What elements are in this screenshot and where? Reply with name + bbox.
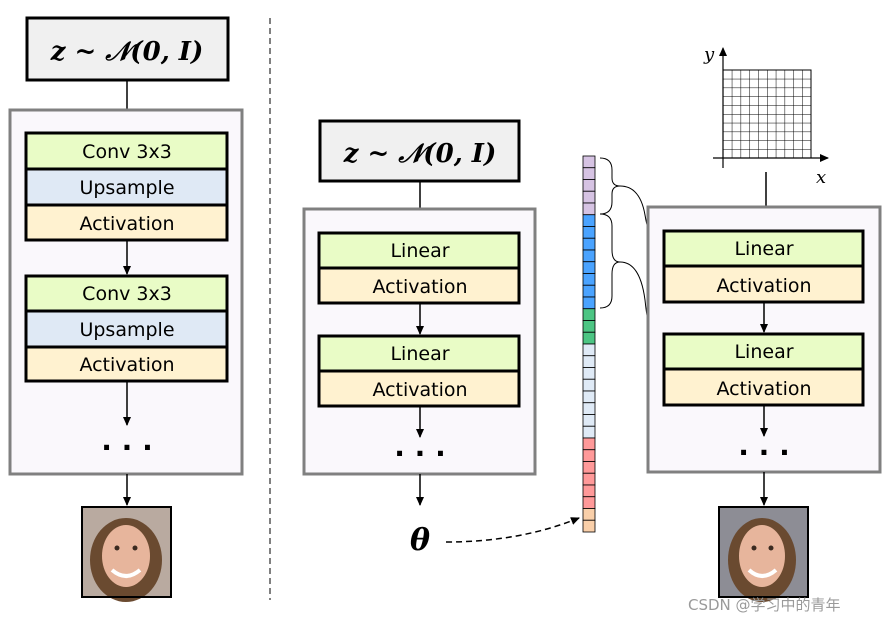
conv-block — [24, 274, 229, 313]
output-face-image — [81, 506, 172, 602]
activation-block — [317, 266, 521, 305]
parameter-cell — [582, 484, 596, 498]
activation-label: Activation — [79, 213, 174, 235]
theta-label: θ — [410, 523, 430, 558]
parameter-cell — [582, 437, 596, 451]
parameter-cell — [582, 273, 596, 286]
parameter-cell — [582, 343, 596, 357]
linear-block — [317, 334, 521, 373]
parameter-cell — [582, 284, 596, 298]
parameter-cell — [582, 202, 596, 216]
parameter-cell — [582, 155, 596, 169]
parameter-cell — [582, 390, 596, 404]
parameter-cell — [582, 308, 596, 321]
output-face-image — [718, 506, 809, 602]
parameter-cell — [582, 320, 596, 333]
parameter-cell — [582, 425, 596, 439]
parameter-cell — [582, 249, 596, 263]
parameter-cell — [582, 367, 596, 380]
conv-label: Conv 3x3 — [82, 283, 172, 305]
ellipsis: · · · — [101, 431, 152, 464]
linear-label: Linear — [734, 341, 793, 363]
activation-label: Activation — [372, 379, 467, 401]
parameter-cell — [582, 214, 596, 227]
parameter-cell — [582, 508, 596, 521]
parameter-vector — [582, 155, 596, 533]
activation-block — [317, 369, 521, 408]
activation-label: Activation — [372, 276, 467, 298]
parameter-cell — [582, 472, 596, 486]
left-generator: z ~ 𝒩(0, I) Conv 3x3 Upsample Activation… — [8, 16, 244, 602]
coordinate-grid: y x — [703, 44, 829, 188]
ellipsis: · · · — [738, 436, 789, 469]
parameter-cell — [582, 449, 596, 462]
linear-block — [662, 332, 865, 371]
middle-latent-label: z ~ 𝒩(0, I) — [343, 139, 497, 169]
parameter-cell — [582, 167, 596, 180]
activation-label: Activation — [716, 378, 811, 400]
watermark: CSDN @学习中的青年 — [688, 596, 841, 614]
x-axis-label: x — [816, 167, 826, 188]
ellipsis: · · · — [394, 437, 445, 470]
conv-label: Conv 3x3 — [82, 141, 172, 163]
parameter-cell — [582, 378, 596, 392]
parameter-cell — [582, 331, 596, 345]
linear-label: Linear — [390, 240, 449, 262]
linear-label: Linear — [734, 238, 793, 260]
parameter-cell — [582, 261, 596, 274]
parameter-cell — [582, 402, 596, 415]
parameter-cell — [582, 179, 596, 192]
parameter-cell — [582, 226, 596, 239]
parameter-cell — [582, 461, 596, 474]
linear-label: Linear — [390, 343, 449, 365]
hypernetwork: z ~ 𝒩(0, I) Linear Activation Linear Act… — [302, 119, 580, 558]
upsample-label: Upsample — [79, 319, 174, 341]
activation-label: Activation — [716, 275, 811, 297]
parameter-cell — [582, 414, 596, 427]
parameter-cell — [582, 519, 596, 533]
upsample-label: Upsample — [79, 177, 174, 199]
linear-block — [317, 231, 521, 270]
left-latent-label: z ~ 𝒩(0, I) — [50, 37, 204, 67]
coordinate-network: y x Linear Activation Linear Activation … — [646, 44, 882, 602]
activation-label: Activation — [79, 354, 174, 376]
left-latent-box — [25, 16, 230, 82]
parameter-cell — [582, 296, 596, 310]
parameter-cell — [582, 355, 596, 368]
linear-block — [662, 229, 865, 268]
parameter-cell — [582, 496, 596, 509]
parameter-cell — [582, 190, 596, 204]
y-axis-label: y — [703, 44, 715, 65]
activation-block — [662, 367, 865, 407]
middle-latent-box — [318, 119, 521, 183]
activation-block — [24, 203, 229, 242]
parameter-cell — [582, 237, 596, 251]
dashed-arrow — [445, 517, 580, 543]
upsample-block — [24, 309, 229, 349]
